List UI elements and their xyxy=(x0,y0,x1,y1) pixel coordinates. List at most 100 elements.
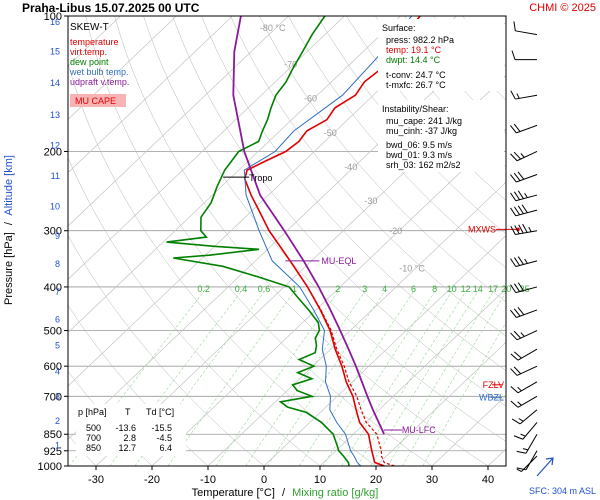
isotherm-line xyxy=(68,16,345,280)
wind-barb-flag xyxy=(510,284,517,293)
wind-barb-flag xyxy=(510,153,518,162)
altitude-km-label: 2 xyxy=(55,416,60,426)
altitude-km-label: 13 xyxy=(50,110,60,120)
isotherm-line xyxy=(263,235,506,466)
wind-barb-flag xyxy=(513,123,521,132)
wind-barb-shaft xyxy=(522,422,538,440)
wind-barb-flag xyxy=(513,435,524,440)
mu-eql-label: MU-EQL xyxy=(321,256,356,266)
dry-adiabat xyxy=(346,16,506,201)
altitude-km-label: 5 xyxy=(55,341,60,351)
wind-barb-half-flag xyxy=(524,258,528,264)
level-table-cell: -15.5 xyxy=(151,423,172,433)
wind-barb-flag xyxy=(513,151,522,160)
mixing-ratio-line xyxy=(387,286,497,466)
isotherm-line xyxy=(151,128,506,466)
wind-barb-shaft xyxy=(517,381,538,394)
mixing-ratio-label: 8 xyxy=(432,284,437,294)
legend-title: SKEW-T xyxy=(70,22,109,33)
instability-heading: Instability/Shear: xyxy=(382,104,449,114)
dry-adiabat xyxy=(317,16,506,235)
mixing-ratio-label: 25 xyxy=(520,284,530,294)
y-tick-label: 700 xyxy=(44,391,62,403)
level-table-header-t: T xyxy=(125,407,131,417)
wind-barb xyxy=(513,422,538,440)
isotherm-line xyxy=(68,16,401,334)
mixing-ratio-line xyxy=(341,286,455,466)
surface-temp: temp: 19.1 °C xyxy=(386,45,442,55)
wind-barb-flag xyxy=(510,125,517,134)
instability-panel: Instability/Shear: mu_cape: 241 J/kg mu_… xyxy=(378,100,504,172)
wind-barb xyxy=(510,282,538,294)
wind-barb-half-flag xyxy=(524,192,528,198)
wind-barbs xyxy=(510,21,554,477)
y-tick-label: 400 xyxy=(44,282,62,294)
wind-barb-flag xyxy=(517,256,524,265)
wind-barb-flag xyxy=(513,351,522,359)
altitude-km-label: 7 xyxy=(55,287,60,297)
wind-barb-shaft xyxy=(516,151,538,162)
y-tick-label: 300 xyxy=(44,226,62,238)
wind-barb xyxy=(510,256,538,268)
x-tick-label: 30 xyxy=(426,474,438,486)
wind-barb-flag xyxy=(510,368,518,376)
level-table-cell: 700 xyxy=(86,433,101,443)
isotherm-line xyxy=(207,181,506,466)
legend: SKEW-T temperature virt.temp. dew point … xyxy=(69,22,129,107)
wind-barb-flag xyxy=(517,205,524,215)
mixing-ratio-line xyxy=(370,286,482,466)
dry-adiabat xyxy=(201,16,506,372)
y-tick-label: 200 xyxy=(44,146,62,158)
wind-barb-flag xyxy=(510,174,517,183)
mucape-badge-label: MU CAPE xyxy=(75,96,116,106)
wind-barb-flag xyxy=(510,258,517,267)
wind-barb-flag xyxy=(510,400,519,408)
x-tick-label: 10 xyxy=(314,474,326,486)
wind-barb-flag xyxy=(513,191,521,201)
mixing-ratio-label: 6 xyxy=(411,284,416,294)
fzlv-label: FZLV xyxy=(483,380,504,390)
instability-mu-cinh: mu_cinh: -37 J/kg xyxy=(386,126,457,136)
isotherm-label: -40 xyxy=(344,162,357,172)
mixing-ratio-label: 0.4 xyxy=(235,284,248,294)
isotherm-line xyxy=(68,16,177,120)
wind-barb-shaft xyxy=(516,124,538,134)
series-udpraft-v-temp-line xyxy=(232,16,385,435)
level-table-cell: 850 xyxy=(86,443,101,453)
legend-item-dew-point: dew point xyxy=(70,57,109,67)
wind-barb-half-flag xyxy=(517,401,522,406)
wind-barb-flag xyxy=(517,306,525,316)
mixing-ratio-label: 4 xyxy=(382,284,387,294)
mixing-ratio-line xyxy=(402,291,506,466)
x-axis-separator: / xyxy=(282,487,286,499)
altitude-km-label: 1 xyxy=(55,440,60,450)
x-tick-label: -20 xyxy=(144,474,160,486)
dry-adiabat xyxy=(68,62,377,466)
instability-panel-bg xyxy=(378,100,504,172)
series-wet-bulb-temp-line xyxy=(243,16,413,466)
y-tick-label: 600 xyxy=(44,361,62,373)
surface-panel: Surface: press: 982.2 hPa temp: 19.1 °C … xyxy=(378,19,504,91)
wind-barb-flag xyxy=(516,467,527,471)
surface-wind-arrow xyxy=(536,457,554,477)
wind-barb-flag xyxy=(516,450,527,454)
isotherm-line xyxy=(319,288,506,466)
sfc-altitude: SFC: 304 m ASL xyxy=(529,486,596,496)
y-axis-title: Pressure [hPa] / Altitude [km] xyxy=(3,155,15,305)
legend-item-virt-temp: virt.temp. xyxy=(70,47,107,57)
altitude-km-label: 3 xyxy=(55,392,60,402)
wbzl-label: WBZL xyxy=(479,393,504,403)
altitude-km-label: 10 xyxy=(50,201,60,211)
isotherm-label: -10 °C xyxy=(399,264,425,274)
isotherm-label: -50 xyxy=(324,128,337,138)
instability-mu-cape: mu_cape: 241 J/kg xyxy=(386,116,462,126)
surface-heading: Surface: xyxy=(382,23,416,33)
x-tick-label: -10 xyxy=(200,474,216,486)
surface-wind-arrowhead xyxy=(545,457,554,466)
x-axis-title: Temperature [°C] / Mixing ratio [g/kg] xyxy=(192,487,379,499)
y-tick-label: 925 xyxy=(44,446,62,458)
level-table-cell: -13.6 xyxy=(115,423,136,433)
y-tick-label: 850 xyxy=(44,429,62,441)
x-axis-label-2: Mixing ratio [g/kg] xyxy=(292,487,378,499)
